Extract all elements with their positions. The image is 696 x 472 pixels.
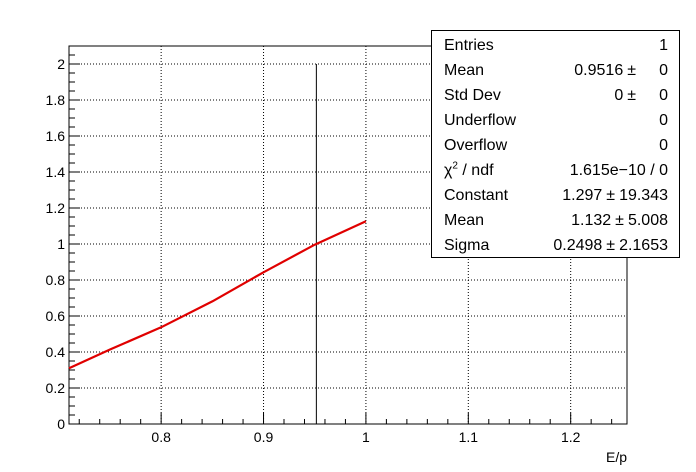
stats-label: Overflow: [444, 137, 508, 154]
x-tick-label: 1.2: [561, 429, 581, 445]
stats-label: Entries: [444, 37, 494, 54]
stats-label: Sigma: [444, 237, 490, 254]
stats-row: Underflow 0: [444, 108, 668, 133]
stats-label: Std Dev: [444, 87, 501, 104]
stats-row: Sigma 0.2498 ±2.1653: [444, 233, 668, 258]
x-axis-label: E/p: [606, 449, 627, 465]
fit-curve: [68, 220, 367, 370]
stats-row: Mean 1.132 ±5.008: [444, 208, 668, 233]
stats-value: 0 ±0: [614, 87, 668, 104]
x-tick-label: 1: [362, 429, 370, 445]
y-tick-label: 2: [57, 56, 65, 72]
y-tick-label: 0: [57, 416, 65, 432]
x-tick-label: 0.9: [254, 429, 274, 445]
stats-row: Std Dev 0 ±0: [444, 83, 668, 108]
stats-label: Constant: [444, 187, 509, 204]
y-tick-label: 0.8: [46, 272, 66, 288]
stats-value: 1.297 ±19.343: [562, 187, 668, 204]
stats-label: Mean: [444, 212, 485, 229]
stats-box: Entries 1 Mean 0.9516 ±0 Std Dev 0 ±0 Underflow 0…: [431, 30, 680, 258]
fit-line: [68, 220, 367, 370]
stats-value: 1.615e−10 / 0: [569, 162, 668, 179]
y-tick-label: 0.6: [46, 308, 66, 324]
y-tick-label: 1: [57, 236, 65, 252]
stats-value: 0.9516 ±0: [574, 62, 668, 79]
x-tick-label: 1.1: [459, 429, 479, 445]
y-tick-label: 1.4: [46, 164, 66, 180]
stats-label: Mean: [444, 62, 485, 79]
y-tick-label: 0.4: [46, 344, 66, 360]
y-tick-label: 1.6: [46, 128, 66, 144]
y-tick-label: 0.2: [46, 380, 66, 396]
axis-ticks: [69, 45, 613, 425]
x-tick-label: 0.8: [151, 429, 171, 445]
stats-label: Underflow: [444, 112, 517, 129]
stats-row: Overflow 0: [444, 133, 668, 158]
y-tick-labels: 0 0.2 0.4 0.6 0.8 1 1.2 1.4 1.6 1.8 2: [46, 56, 66, 432]
stats-value: 0.2498 ±2.1653: [553, 237, 668, 254]
stats-value: 0: [659, 112, 668, 129]
stats-row: Constant 1.297 ±19.343: [444, 183, 668, 208]
y-tick-label: 1.8: [46, 92, 66, 108]
stats-value: 1.132 ±5.008: [571, 212, 668, 229]
stats-label: χ2 / ndf: [444, 160, 494, 179]
x-tick-labels: 0.8 0.9 1 1.1 1.2: [151, 429, 580, 445]
y-tick-label: 1.2: [46, 200, 66, 216]
stats-row: Mean 0.9516 ±0: [444, 58, 668, 83]
stats-row: χ2 / ndf 1.615e−10 / 0: [444, 158, 668, 183]
stats-value: 0: [659, 137, 668, 154]
stats-row: Entries 1: [444, 33, 668, 58]
stats-value: 1: [659, 37, 668, 54]
